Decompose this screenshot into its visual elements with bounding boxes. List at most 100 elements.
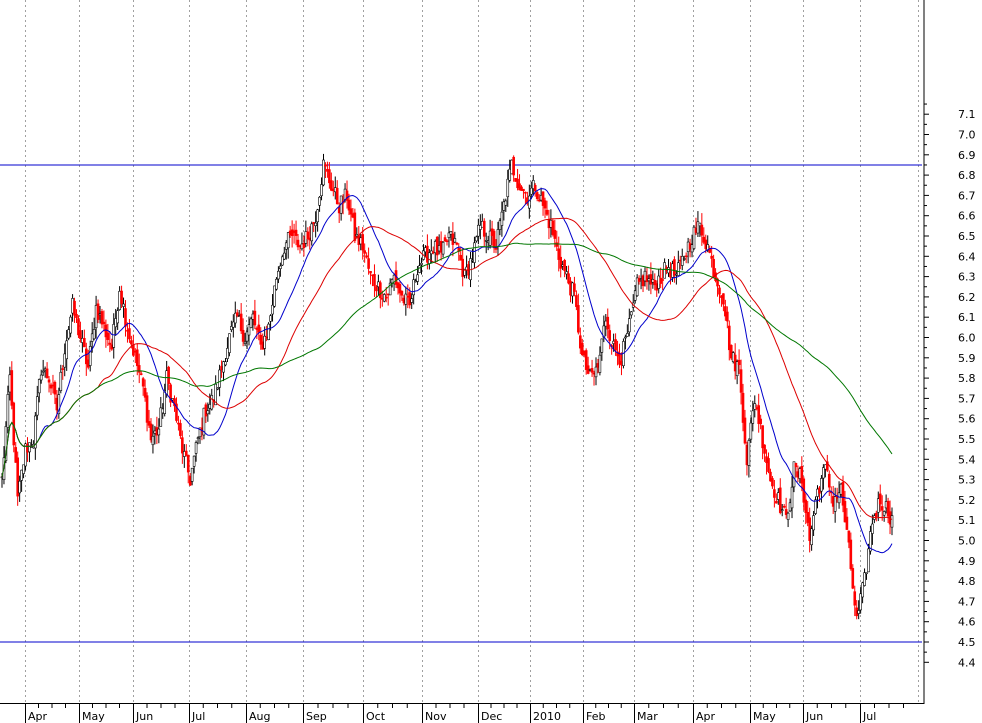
candle-up [810, 528, 813, 546]
candle-down [729, 344, 733, 359]
candle-up [447, 232, 451, 238]
x-tick-label: May [753, 710, 776, 723]
candle-up [245, 331, 249, 342]
candle-up [857, 610, 860, 614]
candle-up [859, 593, 862, 611]
candle-up [388, 282, 392, 296]
candle-up [277, 270, 280, 280]
candle-down [606, 316, 610, 330]
candle-up [230, 326, 233, 330]
candle-up [314, 222, 317, 227]
y-tick-label: 4.7 [958, 595, 976, 608]
y-tick-label: 5.9 [958, 352, 976, 365]
candle-down [575, 295, 578, 307]
candle-up [753, 403, 757, 410]
candle-down [369, 270, 372, 274]
candle-up [477, 224, 480, 237]
candle-down [522, 188, 525, 192]
candle-down [353, 212, 357, 241]
x-tick-label: Feb [586, 710, 605, 723]
candle-up [696, 221, 700, 234]
candle-down [61, 368, 65, 370]
candle-up [216, 387, 219, 390]
candle-up [63, 353, 67, 368]
candle-up [531, 180, 535, 189]
candle-down [590, 368, 594, 373]
candle-down [443, 237, 447, 242]
candle-down [459, 254, 463, 261]
candle-down [759, 418, 762, 425]
candle-up [682, 258, 686, 260]
candle-up [404, 293, 408, 305]
candle-up [228, 333, 231, 353]
candle-down [145, 395, 149, 423]
y-tick-label: 6.9 [958, 149, 976, 162]
candle-down [379, 282, 382, 299]
candle-down [716, 278, 719, 287]
candle-up [410, 298, 414, 303]
candle-down [132, 344, 135, 356]
candle-up [190, 467, 194, 482]
y-tick-label: 4.6 [958, 616, 976, 629]
candle-down [167, 366, 170, 385]
candle-up [355, 233, 359, 237]
candle-down [851, 568, 855, 589]
candle-up [865, 572, 868, 575]
candle-up [286, 232, 290, 249]
candle-down [718, 287, 721, 295]
candle-down [524, 191, 527, 194]
candle-up [69, 316, 72, 334]
candle-down [461, 258, 464, 277]
candle-down [108, 342, 112, 345]
y-tick-label: 5.1 [958, 514, 976, 527]
candle-up [418, 265, 421, 273]
candle-up [420, 262, 423, 265]
y-tick-label: 6.8 [958, 169, 976, 182]
candle-down [492, 230, 496, 249]
x-axis: Apr May Jun Jul Aug Sep Oct Nov Dec 2010 Feb Mar Apr… [25, 703, 904, 723]
candle-down [120, 290, 123, 304]
y-tick-label: 6.4 [958, 250, 976, 263]
candle-up [210, 395, 214, 410]
candle-down [239, 313, 243, 332]
candle-down [398, 284, 402, 294]
candle-down [541, 191, 545, 206]
candle-down [559, 256, 563, 269]
candle-down [102, 321, 106, 325]
candle-down [827, 473, 831, 488]
candle-up [463, 268, 466, 276]
candle-down [743, 417, 747, 444]
candle-down [563, 260, 566, 271]
candle-up [249, 318, 253, 328]
candle-up [635, 277, 639, 297]
candle-up [790, 486, 794, 509]
candle-down [335, 187, 339, 205]
candle-down [375, 286, 378, 292]
candle-up [116, 310, 119, 324]
x-tick-label: Apr [696, 710, 716, 723]
candle-up [202, 407, 206, 436]
candle-down [700, 224, 704, 236]
x-tick-label: Nov [425, 710, 447, 723]
candle-up [814, 499, 817, 514]
candle-up [269, 315, 272, 322]
candle-down [784, 509, 788, 515]
candle-down [782, 505, 786, 508]
candle-down [302, 243, 306, 249]
candle-up [488, 230, 492, 246]
candle-down [49, 384, 53, 389]
candle-up [198, 427, 202, 438]
candle-down [45, 368, 49, 379]
candle-down [83, 337, 86, 348]
candle-up [496, 229, 500, 247]
y-tick-label: 6.7 [958, 189, 976, 202]
candle-down [482, 220, 486, 237]
candle-up [279, 265, 282, 270]
candle-up [677, 262, 680, 276]
candle-down [520, 186, 523, 191]
y-tick-label: 7.1 [958, 108, 976, 121]
candle-up [473, 242, 476, 263]
candle-up [222, 361, 225, 373]
candle-down [579, 335, 582, 349]
candle-up [502, 201, 506, 211]
